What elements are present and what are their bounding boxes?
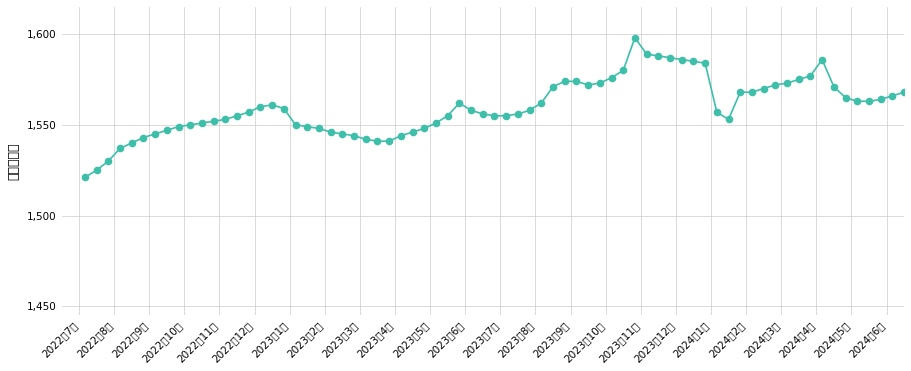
Point — [101, 158, 116, 164]
Point — [487, 113, 502, 119]
Point — [125, 140, 139, 146]
Point — [136, 135, 150, 141]
Point — [265, 102, 280, 108]
Point — [698, 60, 712, 66]
Point — [885, 93, 900, 99]
Y-axis label: 時給（円）: 時給（円） — [7, 142, 20, 180]
Point — [896, 89, 911, 95]
Point — [288, 122, 302, 128]
Point — [780, 80, 794, 86]
Point — [710, 109, 724, 115]
Point — [733, 89, 748, 95]
Point — [241, 109, 256, 115]
Point — [417, 125, 432, 131]
Point — [722, 116, 736, 122]
Point — [628, 35, 642, 41]
Point — [323, 129, 338, 135]
Point — [768, 82, 783, 88]
Point — [499, 113, 514, 119]
Point — [908, 84, 911, 90]
Point — [651, 53, 666, 59]
Point — [674, 56, 689, 62]
Point — [581, 82, 596, 88]
Point — [429, 120, 444, 126]
Point — [335, 131, 350, 137]
Point — [113, 145, 128, 151]
Point — [148, 131, 162, 137]
Point — [370, 138, 384, 144]
Point — [558, 78, 572, 84]
Point — [230, 113, 244, 119]
Point — [662, 55, 677, 61]
Point — [534, 100, 548, 106]
Point — [640, 51, 654, 57]
Point — [616, 68, 630, 73]
Point — [476, 111, 490, 117]
Point — [440, 113, 455, 119]
Point — [862, 98, 876, 104]
Point — [405, 129, 420, 135]
Point — [464, 107, 478, 113]
Point — [183, 122, 198, 128]
Point — [804, 73, 818, 79]
Point — [592, 80, 607, 86]
Point — [522, 107, 537, 113]
Point — [159, 127, 174, 133]
Point — [744, 89, 759, 95]
Point — [838, 95, 853, 101]
Point — [382, 138, 396, 144]
Point — [604, 75, 619, 81]
Point — [814, 56, 829, 62]
Point — [510, 111, 525, 117]
Point — [394, 133, 408, 139]
Point — [347, 133, 362, 139]
Point — [546, 84, 560, 90]
Point — [89, 167, 104, 173]
Point — [452, 100, 466, 106]
Point — [253, 104, 268, 110]
Point — [206, 118, 220, 124]
Point — [218, 116, 232, 122]
Point — [756, 86, 771, 92]
Point — [300, 124, 314, 129]
Point — [195, 120, 210, 126]
Point — [277, 105, 292, 111]
Point — [826, 84, 841, 90]
Point — [874, 96, 888, 102]
Point — [312, 125, 326, 131]
Point — [850, 98, 865, 104]
Point — [792, 76, 806, 82]
Point — [171, 124, 186, 129]
Point — [686, 58, 701, 64]
Point — [358, 137, 373, 142]
Point — [569, 78, 584, 84]
Point — [77, 174, 92, 180]
